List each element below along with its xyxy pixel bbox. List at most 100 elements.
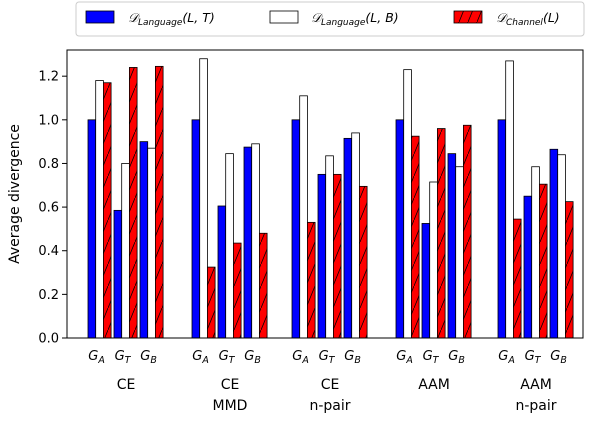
y-tick-label: 1.2: [38, 70, 59, 85]
bar: [497, 119, 507, 339]
bar: [455, 166, 464, 339]
bar: [549, 148, 559, 339]
cluster-label-sub: A: [201, 355, 209, 366]
y-tick-label: 0.8: [38, 157, 59, 172]
bar-hatch: [359, 186, 368, 338]
legend-frame: [75, 1, 585, 37]
bar-hatch: [411, 136, 420, 338]
legend-item-language-lb: 𝒟Language(L, B): [269, 10, 399, 28]
bar: [199, 58, 208, 339]
bar-hatch: [155, 66, 164, 338]
bar: [95, 80, 104, 339]
cluster-label-base: G: [219, 349, 229, 364]
bar: [429, 181, 438, 339]
cluster-label-sub: B: [354, 355, 361, 366]
bar-hatch: [565, 201, 574, 338]
cluster-label-sub: A: [301, 355, 309, 366]
cluster-label: GA: [192, 349, 209, 366]
y-tick-label: 0.2: [38, 288, 59, 303]
y-axis-title: Average divergence: [7, 124, 23, 264]
bar: [147, 147, 156, 339]
cluster-label: GA: [88, 349, 105, 366]
legend-item-channel-l: 𝒟Channel(L): [453, 10, 560, 28]
bar: [217, 205, 227, 339]
y-tick-label: 0.4: [38, 244, 59, 259]
plot-frame: [66, 49, 584, 339]
cluster-label: GA: [498, 349, 515, 366]
legend-label-channel-l: 𝒟Channel(L): [496, 10, 560, 28]
bar: [299, 95, 308, 339]
cluster-label: GT: [525, 349, 542, 366]
cluster-label: GT: [319, 349, 336, 366]
group-label: CE: [221, 377, 240, 393]
bar: [523, 195, 533, 339]
bar: [403, 69, 412, 339]
bar: [291, 119, 301, 339]
cluster-label-sub: A: [97, 355, 105, 366]
cluster-label-base: G: [292, 349, 302, 364]
cluster-label-base: G: [448, 349, 458, 364]
cluster-label: GB: [550, 349, 567, 366]
cluster-label-base: G: [88, 349, 98, 364]
bar: [225, 153, 234, 339]
cluster-label-base: G: [498, 349, 508, 364]
legend-label-language-lt: 𝒟Language(L, T): [128, 10, 215, 28]
cluster-label-base: G: [319, 349, 329, 364]
bar: [191, 119, 201, 339]
cluster-label-base: G: [423, 349, 433, 364]
bar-hatch: [307, 222, 316, 338]
cluster-label-sub: B: [150, 355, 157, 366]
cluster-label: GB: [448, 349, 465, 366]
cluster-label-sub: T: [329, 355, 336, 366]
bar: [343, 137, 353, 339]
bar: [87, 119, 97, 339]
cluster-label: GB: [344, 349, 361, 366]
cluster-label: GA: [396, 349, 413, 366]
cluster-label-sub: A: [507, 355, 515, 366]
cluster-label-base: G: [550, 349, 560, 364]
bar-hatch: [333, 174, 342, 338]
group-label: AAM: [418, 377, 450, 393]
cluster-label-base: G: [140, 349, 150, 364]
bar: [421, 223, 431, 339]
bar-hatch: [437, 128, 446, 338]
cluster-label-base: G: [396, 349, 406, 364]
cluster-label: GB: [140, 349, 157, 366]
bar-hatch: [539, 184, 548, 338]
cluster-label-sub: B: [560, 355, 567, 366]
group-label-line2: n-pair: [309, 398, 350, 414]
group-label: AAM: [520, 377, 552, 393]
cluster-label-sub: T: [535, 355, 542, 366]
bar: [325, 155, 334, 339]
bar: [557, 154, 566, 339]
bar-hatch: [233, 243, 242, 338]
bar: [113, 209, 123, 339]
bar-hatch: [513, 219, 522, 338]
legend-swatch-language-lt: [85, 10, 115, 24]
bar: [395, 119, 405, 339]
cluster-label: GT: [219, 349, 236, 366]
legend-swatch-channel-l-hatch: [454, 11, 482, 23]
cluster-label-sub: B: [254, 355, 261, 366]
y-axis: 0.0 0.2 0.4 0.6 0.8 1.0 1.2: [38, 70, 67, 347]
cluster-label: GT: [115, 349, 132, 366]
bar: [531, 166, 540, 339]
cluster-label: GB: [244, 349, 261, 366]
bar-hatch: [259, 233, 268, 338]
y-tick-label: 0.6: [38, 201, 59, 216]
y-tick-label: 0.0: [38, 332, 59, 347]
bar: [351, 132, 360, 339]
bar-hatch: [103, 82, 112, 339]
bar: [447, 153, 457, 339]
cluster-label-base: G: [244, 349, 254, 364]
cluster-label-base: G: [525, 349, 535, 364]
bar: [251, 143, 260, 339]
bar: [121, 163, 130, 339]
bar: [505, 60, 514, 339]
bars: [87, 58, 574, 339]
legend-item-language-lt: 𝒟Language(L, T): [85, 10, 215, 28]
cluster-label-sub: T: [229, 355, 236, 366]
